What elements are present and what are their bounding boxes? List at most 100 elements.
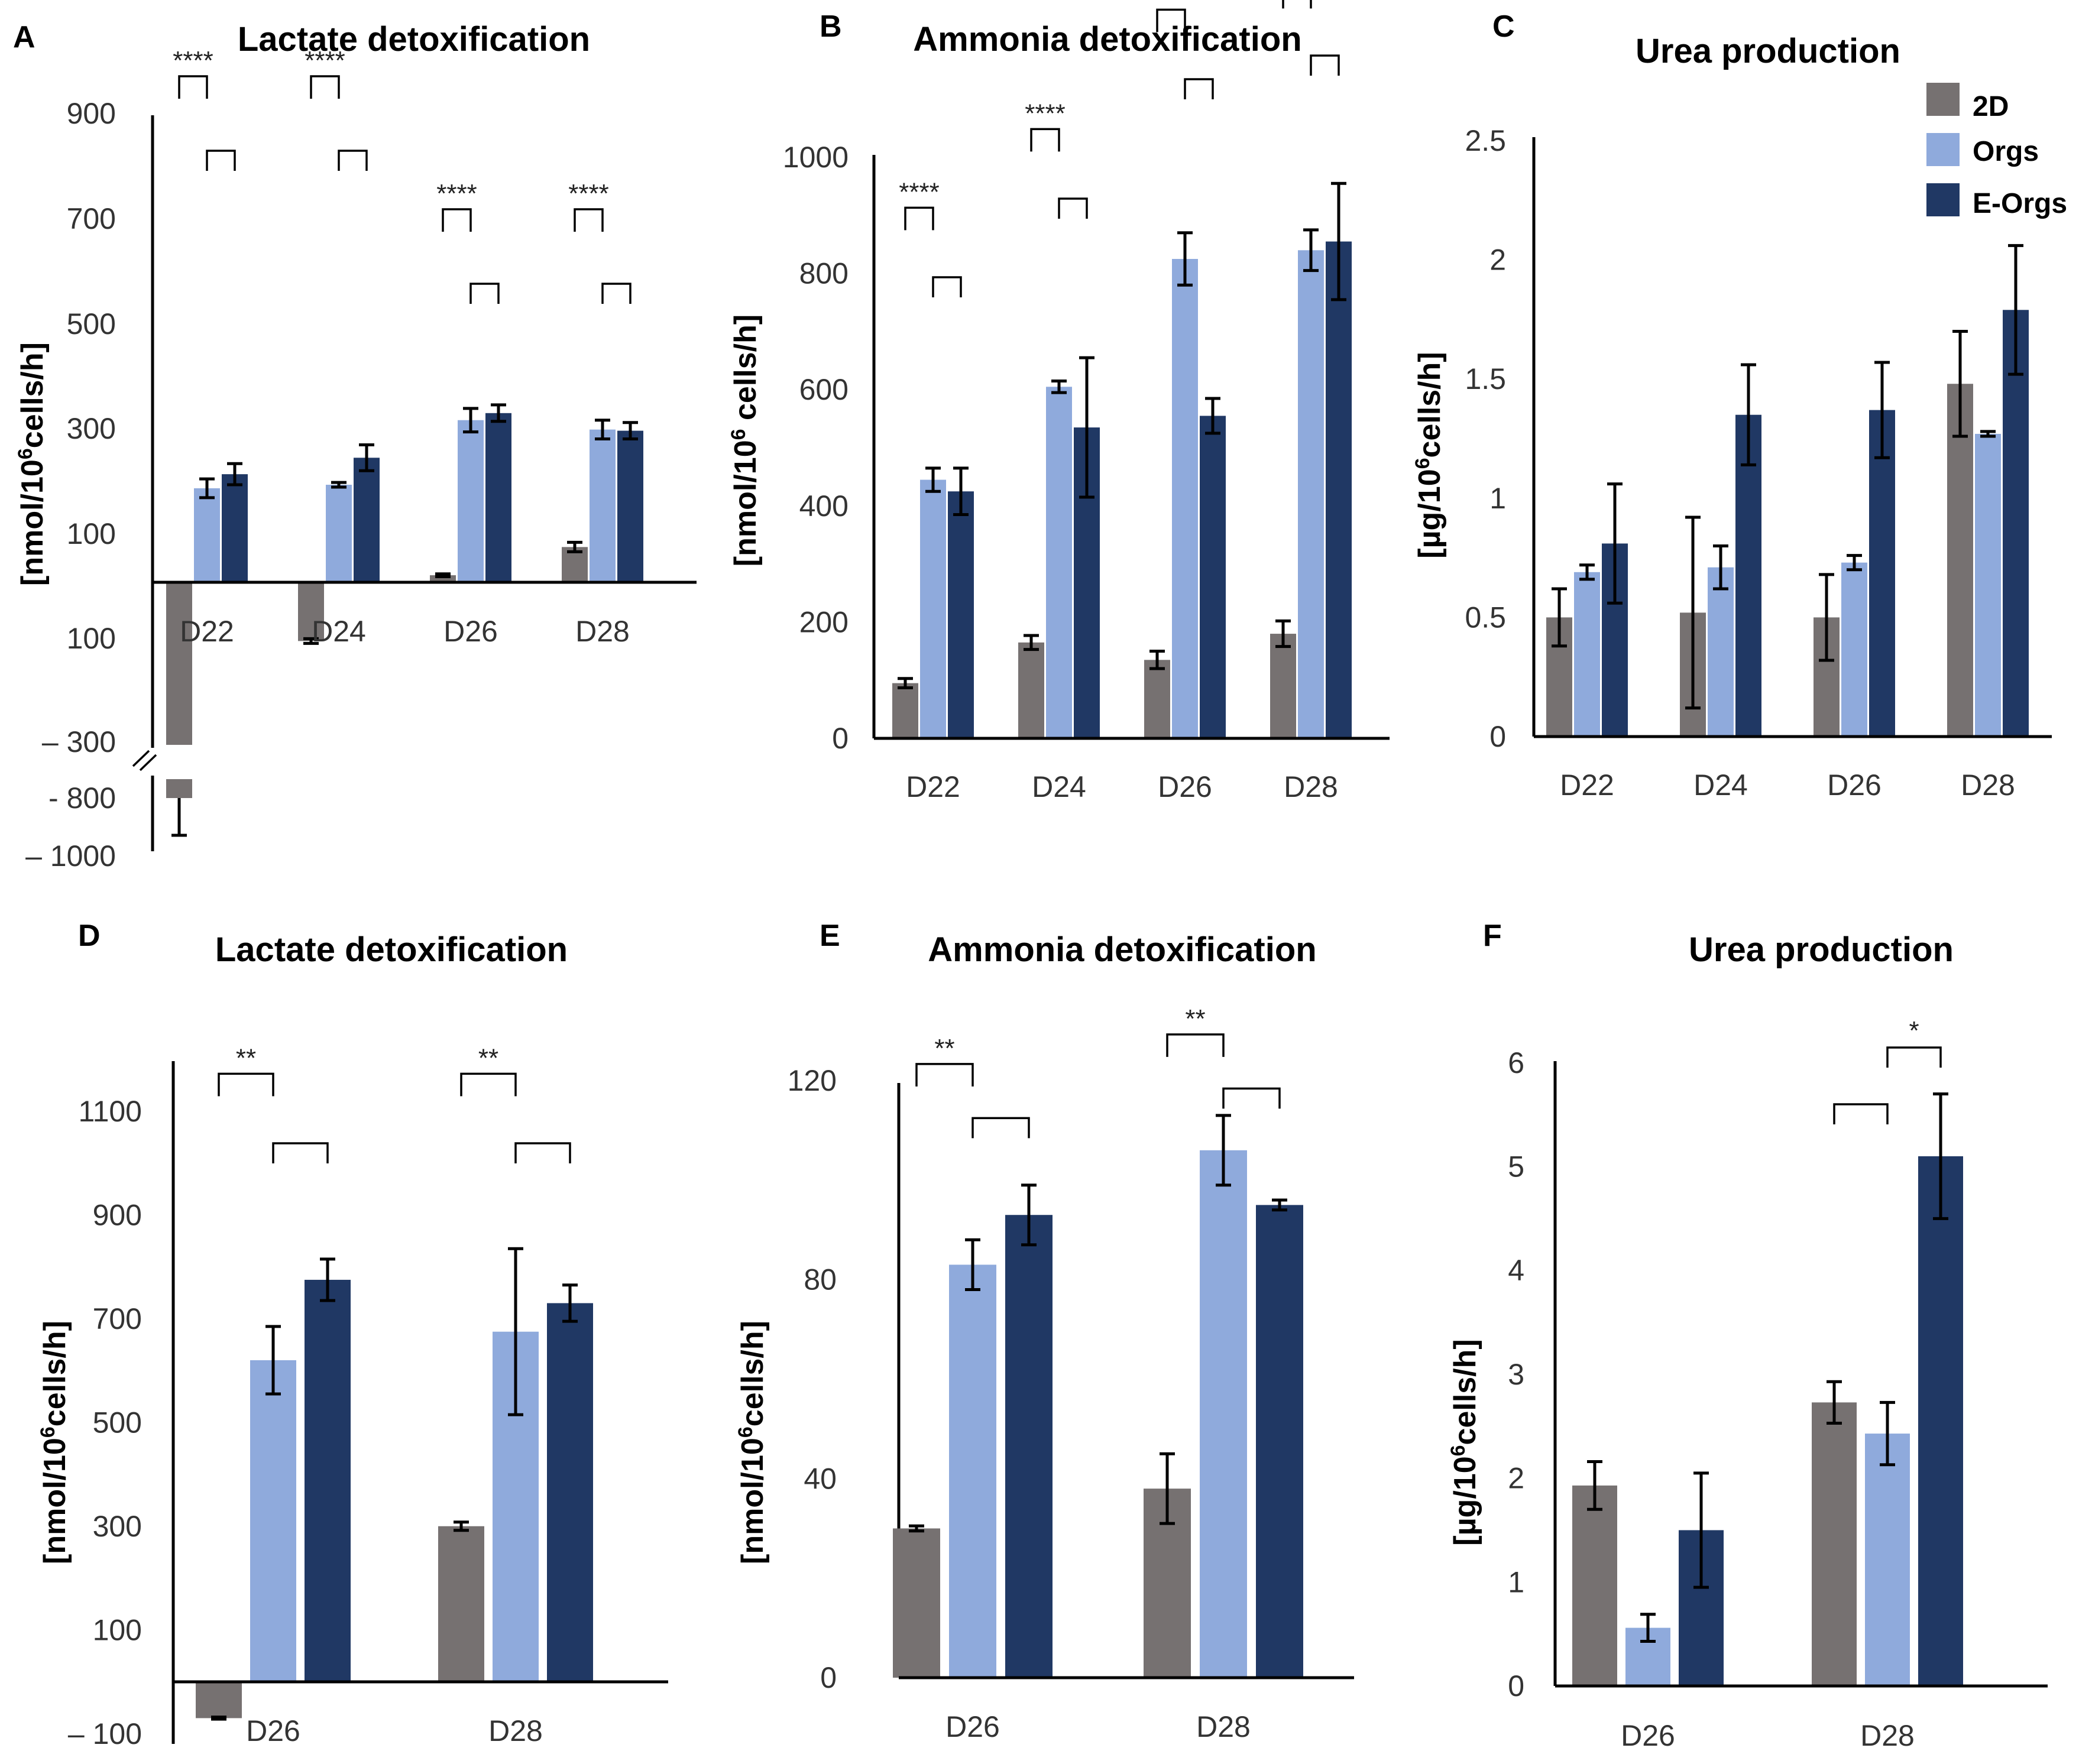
y-axis-label-unit-b: cells/h] xyxy=(728,314,763,429)
x-tick-label-d26: D26 xyxy=(1621,1719,1675,1752)
bar-2d-d22 xyxy=(892,683,918,738)
legend-swatch-2d xyxy=(1926,83,1960,116)
y-tick-label-a: 300 xyxy=(67,412,116,445)
significance-bracket-a xyxy=(178,75,208,99)
significance-label-b: **** xyxy=(1025,99,1066,128)
significance-bracket-b xyxy=(1184,78,1214,99)
axis-break-mark-a xyxy=(132,750,150,767)
legend-label-2d: 2D xyxy=(1973,91,2009,122)
bar-eorgs-d26 xyxy=(305,1279,351,1682)
bar-orgs-d28 xyxy=(1298,250,1324,738)
panel-f-title: Urea production xyxy=(1689,930,1954,969)
significance-bracket-a xyxy=(442,208,472,232)
y-tick-label-b: 1000 xyxy=(783,141,849,174)
y-axis-label-superscript-f: 6 xyxy=(1447,1445,1469,1456)
bar-orgs-d24 xyxy=(326,485,352,582)
y-tick-label-d: 1100 xyxy=(78,1095,142,1128)
y-tick-label-c: 1.5 xyxy=(1465,362,1506,395)
bar-2d-d24 xyxy=(1018,642,1044,738)
significance-bracket-b xyxy=(932,276,962,297)
significance-bracket-b xyxy=(1310,54,1340,76)
x-tick-label-d28: D28 xyxy=(1961,768,2015,802)
significance-bracket-e xyxy=(1222,1087,1281,1109)
bar-eorgs-d26 xyxy=(485,413,511,582)
legend-label-eorgs: E-Orgs xyxy=(1973,188,2067,219)
significance-label-a: **** xyxy=(173,46,213,75)
significance-bracket-b xyxy=(1282,0,1312,9)
y-tick-label-f: 4 xyxy=(1508,1254,1524,1287)
panel-c: C Urea production 0 0.5 1 1.5 2 2.5 [µg/106cel… xyxy=(1411,9,2052,802)
bar-orgs-d28 xyxy=(590,429,616,582)
y-tick-label-d: 700 xyxy=(93,1302,142,1335)
y-axis-label-superscript-a: 6 xyxy=(14,448,37,459)
panel-b: B Ammonia detoxification 0 200 400 600 800 10… xyxy=(727,0,1390,803)
bar-orgs-d24 xyxy=(1708,567,1734,737)
bar-eorgs-d26 xyxy=(1200,416,1226,738)
bar-orgs-d26 xyxy=(949,1264,996,1678)
bar-eorgs-d26 xyxy=(1005,1215,1053,1678)
y-axis-label-unit-a: [nmol/10 xyxy=(15,459,50,586)
bar-eorgs-d28 xyxy=(547,1303,593,1682)
bar-eorgs-d28 xyxy=(2003,310,2029,737)
y-tick-label-d: – 100 xyxy=(68,1717,142,1750)
x-tick-label-d28: D28 xyxy=(1284,770,1338,803)
y-tick-label-d: 300 xyxy=(93,1510,142,1543)
significance-bracket-e xyxy=(972,1117,1030,1139)
y-tick-label-e: 120 xyxy=(788,1064,837,1097)
legend-swatch-eorgs xyxy=(1926,183,1960,216)
y-tick-label-f: 6 xyxy=(1508,1046,1524,1079)
x-tick-label-d24: D24 xyxy=(1032,770,1086,803)
x-tick-label-d28: D28 xyxy=(1860,1719,1915,1752)
bar-orgs-d24 xyxy=(1046,387,1072,738)
y-tick-label-f: 5 xyxy=(1508,1150,1524,1183)
bar-eorgs-d22 xyxy=(222,474,248,582)
axis-break-mark-a xyxy=(139,754,157,771)
x-tick-label-d26: D26 xyxy=(246,1714,300,1747)
significance-bracket-a xyxy=(206,150,236,171)
bar-orgs-d22 xyxy=(920,479,946,738)
significance-bracket-a xyxy=(469,283,500,304)
y-axis-label-unit-c: [µg/10 xyxy=(1413,469,1447,558)
y-axis-label-unit-e: cells/h] xyxy=(736,1321,770,1426)
bar-orgs-d28 xyxy=(1200,1150,1247,1678)
significance-bracket-e xyxy=(1166,1033,1225,1057)
y-axis-label-c: [µg/106cells/h] xyxy=(1411,352,1447,558)
significance-label-a: **** xyxy=(436,179,477,208)
significance-bracket-a xyxy=(601,283,632,304)
bar-2d-d28 xyxy=(1270,634,1296,738)
y-tick-label-a: 900 xyxy=(67,97,116,130)
bar-orgs-d28 xyxy=(1865,1434,1910,1686)
bar-2d-d26 xyxy=(893,1528,940,1678)
y-axis-label-unit-d: cells/h] xyxy=(38,1321,72,1426)
panel-letter-f: F xyxy=(1483,919,1502,953)
significance-label-d: ** xyxy=(478,1043,498,1072)
y-tick-label-f: 0 xyxy=(1508,1669,1524,1703)
y-tick-label-c: 0 xyxy=(1489,720,1506,753)
significance-bracket-d xyxy=(272,1142,329,1163)
y-axis-label-e: [nmol/106cells/h] xyxy=(734,1321,770,1564)
panel-a: A Lactate detoxification 900 700 500 300 100… xyxy=(13,20,697,873)
bar-eorgs-d28 xyxy=(1326,241,1352,738)
y-axis-label-unit-e: [nmol/10 xyxy=(736,1438,770,1564)
x-tick-label-d26: D26 xyxy=(945,1710,1000,1743)
panel-f: F Urea production 0123456[µg/106cells/h]… xyxy=(1447,919,2048,1752)
y-axis-label-d: [nmol/106cells/h] xyxy=(37,1321,72,1564)
bar-2d-d24 xyxy=(298,582,324,641)
significance-bracket-b xyxy=(1156,8,1186,33)
bar-orgs-d26 xyxy=(458,420,484,582)
x-tick-label-d28: D28 xyxy=(488,1714,543,1747)
y-tick-label-e: 0 xyxy=(820,1661,837,1694)
y-tick-label-e: 80 xyxy=(804,1263,837,1296)
panel-letter-b: B xyxy=(820,9,842,44)
bar-2d-d28 xyxy=(438,1526,484,1682)
x-tick-label-d28: D28 xyxy=(1196,1710,1251,1743)
y-tick-label-c: 1 xyxy=(1489,482,1506,515)
bar-eorgs-d28 xyxy=(617,430,643,582)
y-tick-label-d: 100 xyxy=(93,1613,142,1646)
bar-eorgs-d28 xyxy=(1918,1156,1963,1686)
y-tick-label-a: 500 xyxy=(67,307,116,341)
significance-label-e: ** xyxy=(1185,1004,1205,1033)
y-tick-label-c: 2.5 xyxy=(1465,124,1506,157)
bar-2d-d26 xyxy=(1572,1485,1617,1686)
